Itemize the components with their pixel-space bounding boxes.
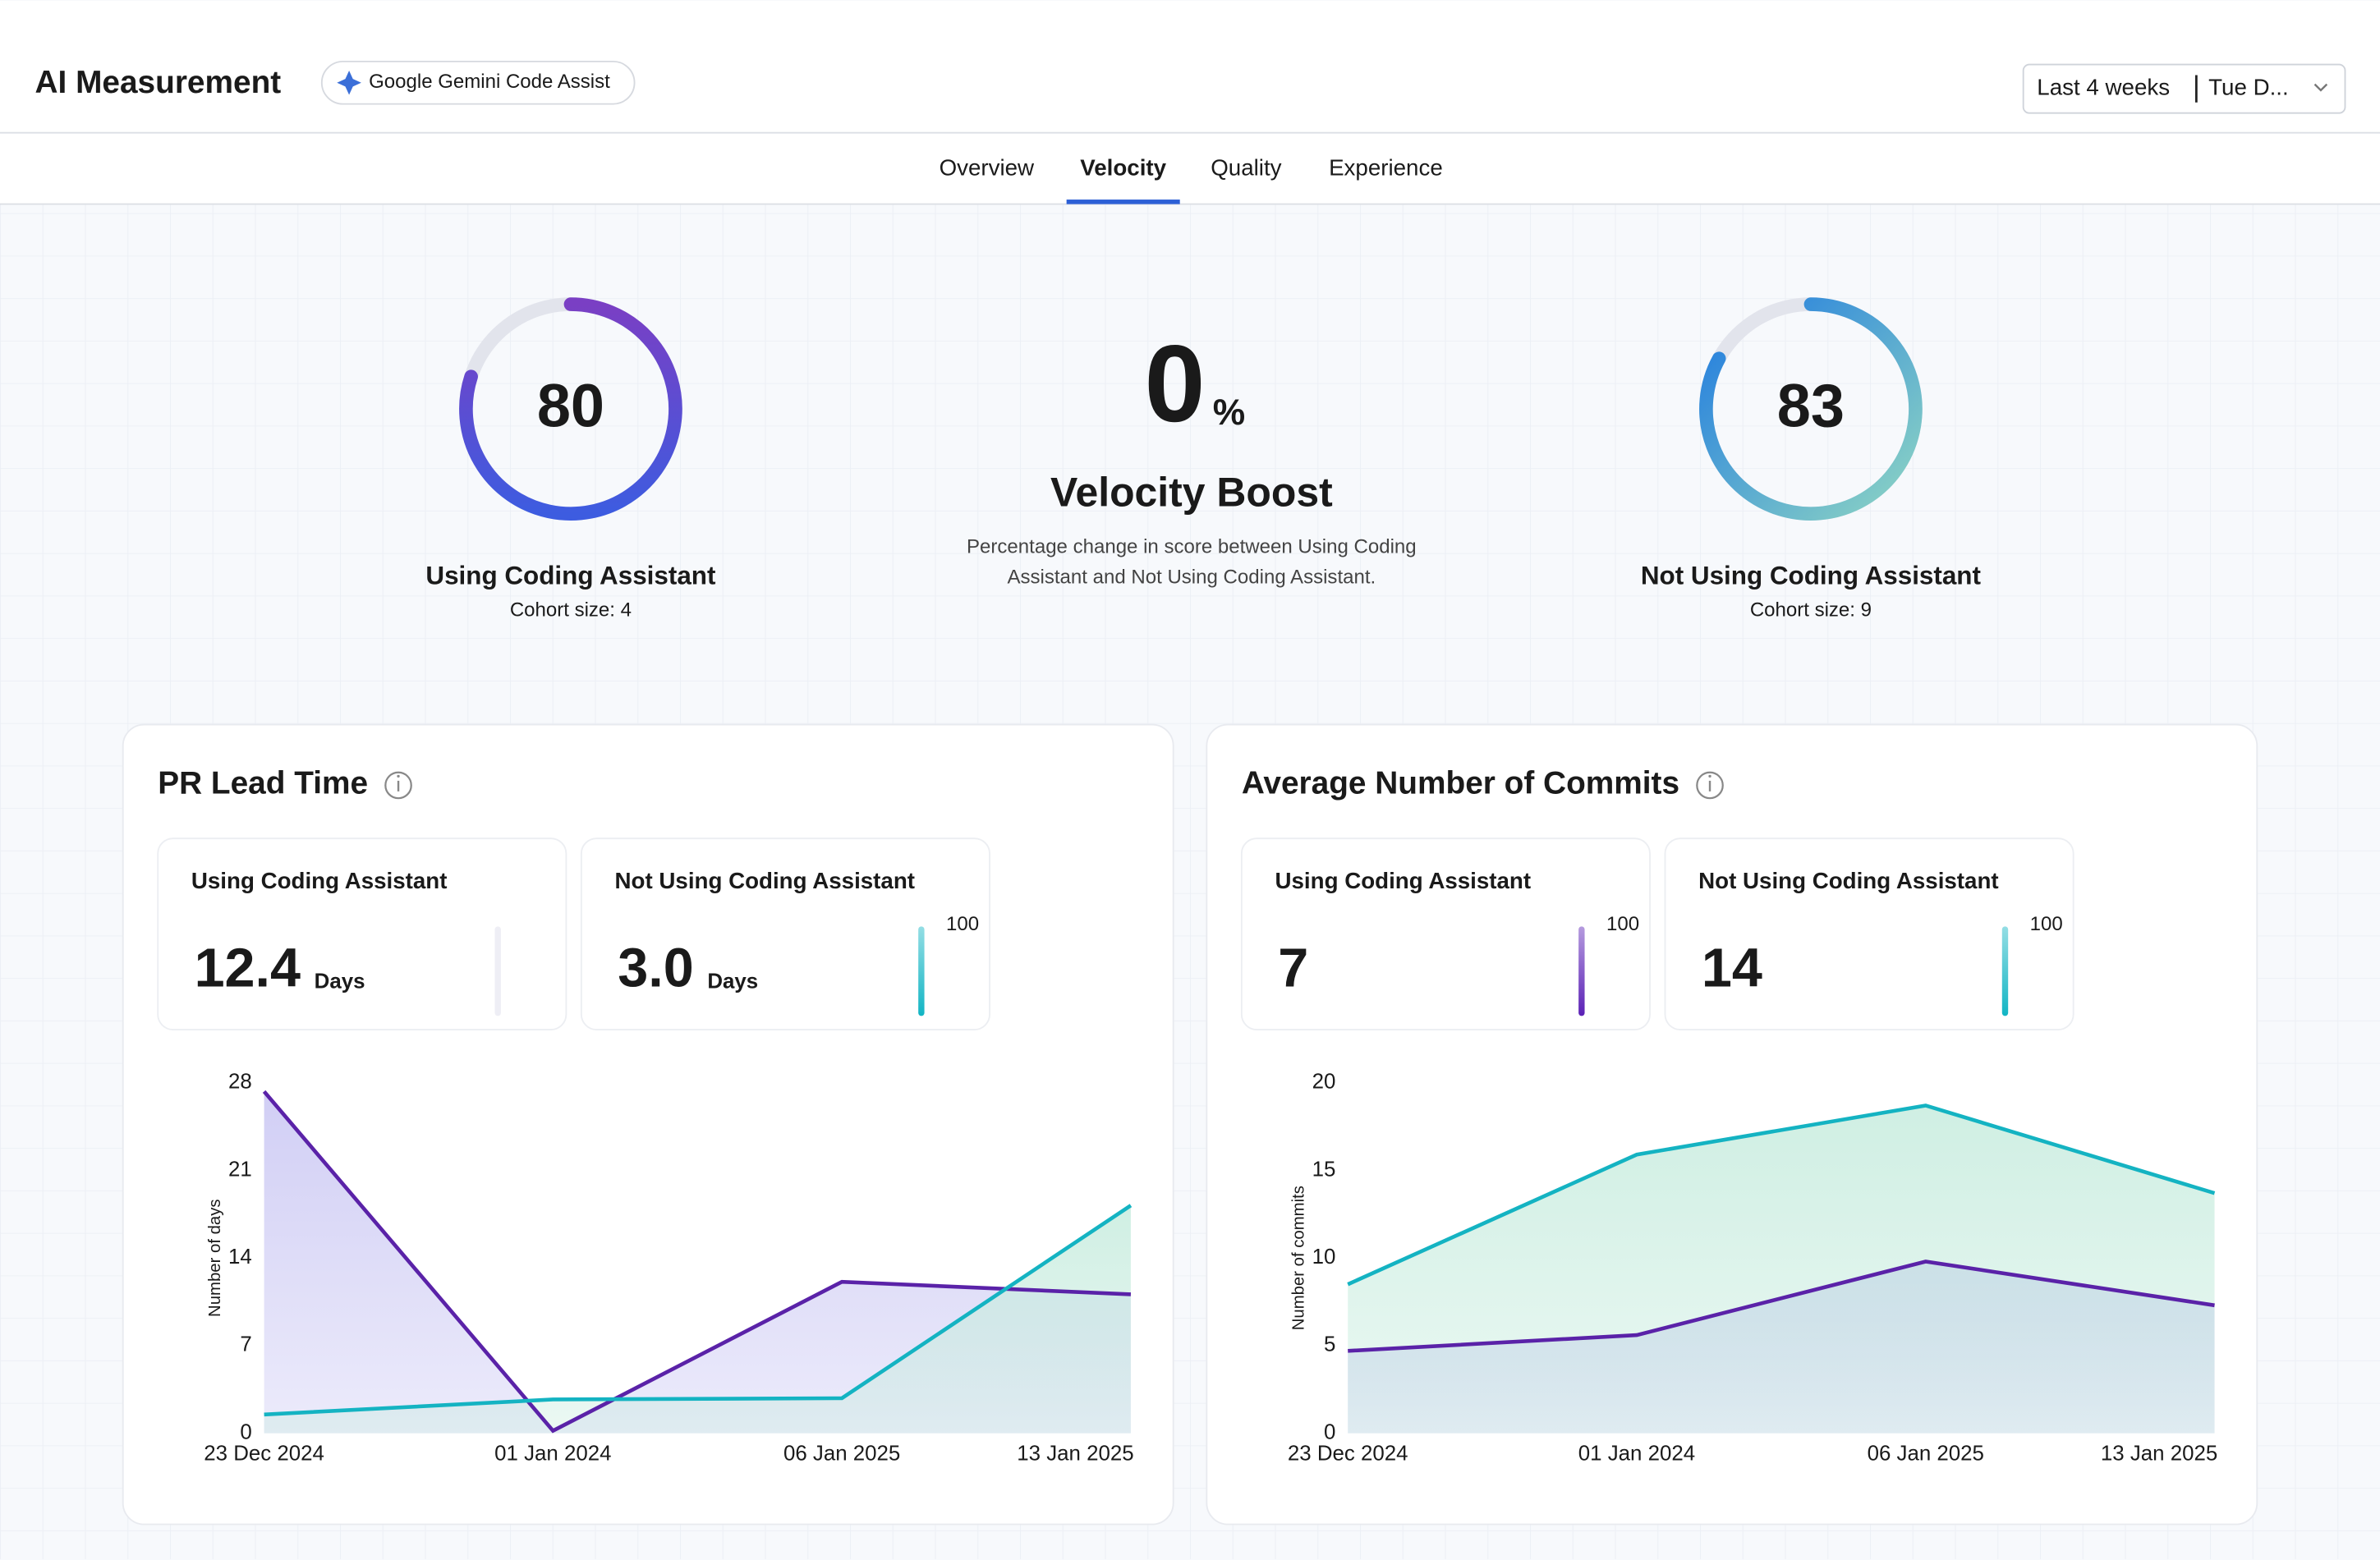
y-axis-label: Number of days (206, 1199, 224, 1317)
y-tick-label: 10 (1312, 1246, 1336, 1269)
badge[interactable] (320, 60, 636, 105)
x-tick-label: 06 Jan 2025 (1868, 1442, 1984, 1465)
y-tick-label: 20 (1312, 1071, 1336, 1094)
date-detail: Tue D... (2208, 74, 2289, 99)
metric-box (157, 837, 567, 1030)
metric-unit: Days (707, 970, 758, 993)
y-tick-label: 7 (240, 1333, 251, 1356)
metric-unit: Days (315, 970, 365, 993)
scale-bar (918, 926, 925, 1016)
metric-label: Not Using Coding Assistant (1698, 868, 1998, 893)
date-select[interactable] (2022, 63, 2346, 114)
boost-title: Velocity Boost (1050, 470, 1333, 516)
boost-description: Percentage change in score between Using… (967, 535, 1417, 589)
x-tick-label: 13 Jan 2025 (2101, 1442, 2217, 1465)
x-tick-label: 01 Jan 2024 (494, 1442, 611, 1465)
gauge-arc (459, 297, 682, 521)
y-tick-label: 15 (1312, 1158, 1336, 1181)
y-tick-label: 14 (228, 1246, 252, 1269)
line (1347, 1103, 2216, 1287)
info-icon (397, 774, 400, 778)
y-axis-label: Number of commits (1289, 1186, 1307, 1330)
line (1348, 1259, 2215, 1353)
tab[interactable]: Velocity (1080, 154, 1166, 180)
gauge-value: 80 (537, 371, 604, 439)
scale-bar (494, 926, 501, 1016)
scale-bar (2001, 926, 2009, 1016)
info-icon[interactable] (384, 771, 412, 800)
metric-label: Using Coding Assistant (191, 868, 448, 893)
scale-label: 100 (946, 913, 979, 935)
cohort-size: Cohort size: 9 (1750, 599, 1872, 621)
metric-value: 7 (1278, 938, 1308, 998)
scale-bar (1578, 926, 1585, 1016)
x-tick-label: 01 Jan 2024 (1578, 1442, 1695, 1465)
cohort-label: Using Coding Assistant (425, 562, 716, 590)
gemini-icon (337, 70, 361, 95)
scale-label: 100 (2030, 913, 2063, 935)
metric-value: 12.4 (195, 938, 301, 998)
scale-label: 100 (1606, 913, 1639, 935)
metric-value: 3.0 (618, 938, 693, 998)
y-tick-label: 28 (228, 1071, 252, 1094)
badge-text: Google Gemini Code Assist (369, 71, 610, 93)
y-tick-label: 0 (240, 1420, 251, 1443)
boost-desc-box: Percentage change in score between Using… (967, 535, 1417, 589)
info-icon (1708, 774, 1711, 778)
tab[interactable]: Experience (1329, 154, 1443, 180)
line (262, 1090, 1132, 1434)
y-tick-label: 5 (1324, 1333, 1335, 1356)
tab[interactable]: Quality (1211, 154, 1281, 180)
tab[interactable]: Overview (940, 154, 1035, 180)
metric-value: 14 (1702, 938, 1762, 998)
line (264, 1204, 1133, 1417)
tab-indicator (1066, 200, 1180, 204)
x-tick-label: 13 Jan 2025 (1017, 1442, 1133, 1465)
metric-label: Using Coding Assistant (1275, 868, 1532, 893)
card-title: PR Lead Time (158, 766, 368, 801)
chevron (2313, 83, 2328, 92)
gauge-value: 83 (1777, 371, 1845, 439)
info-icon[interactable] (1696, 771, 1724, 800)
x-tick-label: 23 Dec 2024 (1288, 1442, 1408, 1465)
metric-box (1240, 837, 1651, 1030)
x-tick-label: 06 Jan 2025 (783, 1442, 900, 1465)
gauge-arc (1699, 297, 1923, 521)
card-title: Average Number of Commits (1242, 766, 1679, 801)
x-tick-label: 23 Dec 2024 (204, 1442, 324, 1465)
area (264, 1205, 1131, 1434)
metric-box (1664, 837, 2074, 1030)
date-range: Last 4 weeks (2037, 74, 2170, 99)
boost-unit: % (1213, 392, 1245, 433)
cohort-label: Not Using Coding Assistant (1641, 562, 1982, 590)
y-tick-label: 0 (1324, 1420, 1335, 1443)
boost-value: 0 (1145, 323, 1206, 445)
metric-box (580, 837, 990, 1030)
metric-label: Not Using Coding Assistant (615, 868, 915, 893)
page-title: AI Measurement (35, 65, 282, 100)
y-tick-label: 21 (228, 1158, 252, 1181)
cohort-size: Cohort size: 4 (510, 599, 632, 621)
